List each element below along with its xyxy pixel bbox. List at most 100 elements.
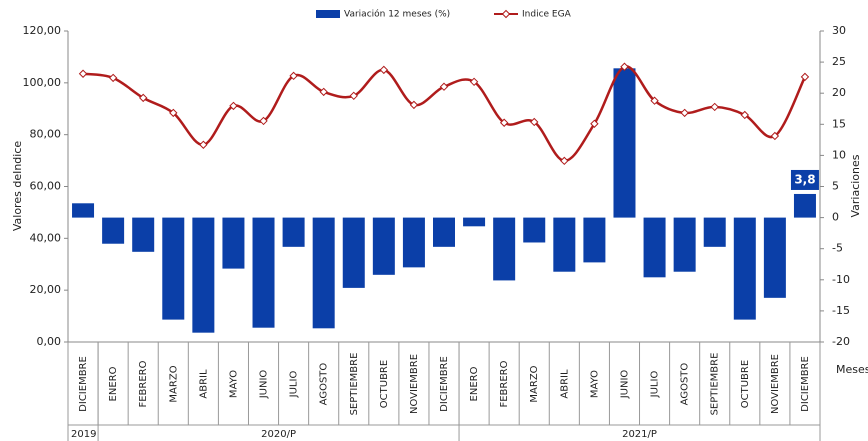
- bar: [643, 217, 666, 278]
- bar: [72, 203, 95, 218]
- x-axis-label: Meses: [836, 363, 868, 376]
- x-tick-label: OCTUBRE: [379, 360, 390, 408]
- x-tick-label: JUNIO: [619, 370, 630, 400]
- y2-tick-label: 30: [832, 24, 846, 37]
- line-marker: [590, 119, 599, 128]
- y2-tick-label: -15: [832, 304, 850, 317]
- y2-tick-label: 10: [832, 148, 846, 161]
- bar: [312, 217, 335, 329]
- bar: [763, 217, 786, 298]
- bar: [433, 217, 455, 247]
- bar: [583, 217, 606, 263]
- bar: [132, 217, 155, 252]
- line-marker: [740, 110, 750, 120]
- legend-label: Indice EGA: [522, 10, 572, 20]
- line-marker: [108, 73, 118, 83]
- y-tick-label: 20,00: [30, 283, 62, 296]
- x-tick-label: SEPTIEMBRE: [349, 353, 360, 416]
- x-tick-label: JULIO: [289, 371, 300, 399]
- line-marker: [800, 72, 810, 82]
- y2-axis-label: Variaciones: [849, 154, 862, 217]
- legend-label: Variación 12 meses (%): [344, 9, 450, 20]
- bar: [733, 217, 756, 320]
- x-tick-label: OCTUBRE: [740, 360, 751, 408]
- y-tick-label: 40,00: [30, 231, 62, 244]
- bar: [252, 217, 275, 328]
- line-marker: [469, 77, 479, 87]
- x-tick-label: ENERO: [469, 366, 480, 401]
- bar: [372, 217, 395, 275]
- line-marker: [169, 108, 178, 118]
- bar: [523, 217, 546, 243]
- x-tick-label: NOVIEMBRE: [409, 354, 420, 414]
- bar: [282, 217, 305, 247]
- bar: [793, 193, 816, 218]
- x-tick-label: MAYO: [228, 370, 239, 398]
- y2-tick-label: -20: [832, 335, 850, 348]
- line-marker: [138, 93, 148, 103]
- line-marker: [680, 108, 689, 118]
- bar: [613, 68, 636, 218]
- y2-tick-label: 15: [832, 117, 846, 130]
- line-marker: [650, 96, 659, 105]
- line-marker: [349, 91, 358, 100]
- line-marker: [560, 156, 569, 166]
- group-label: 2020/P: [261, 429, 296, 440]
- data-label-box: [790, 169, 819, 190]
- line-marker: [770, 131, 780, 141]
- x-tick-label: DICIEMBRE: [78, 356, 89, 412]
- line-marker: [289, 71, 298, 81]
- x-tick-label: SEPTIEMBRE: [710, 353, 721, 416]
- y2-tick-label: 20: [832, 86, 846, 99]
- bar: [222, 217, 245, 269]
- y2-tick-label: 0: [832, 211, 839, 224]
- line-marker: [199, 140, 208, 149]
- line-marker: [229, 101, 238, 111]
- line-marker: [499, 118, 509, 127]
- y2-tick-label: -10: [832, 273, 850, 286]
- y2-tick-label: 25: [832, 55, 846, 68]
- bar: [162, 217, 185, 320]
- group-label: 2019: [71, 429, 96, 440]
- line-marker: [319, 87, 328, 97]
- line-marker: [409, 100, 419, 110]
- line-marker: [78, 69, 88, 78]
- line-marker: [530, 117, 539, 127]
- y-tick-label: 60,00: [30, 180, 62, 193]
- x-tick-label: MARZO: [168, 365, 179, 402]
- y-tick-label: 80,00: [30, 128, 62, 141]
- bar: [463, 217, 486, 227]
- x-tick-label: NOVIEMBRE: [770, 354, 781, 414]
- line: [82, 65, 807, 163]
- bar: [342, 217, 365, 288]
- x-tick-label: MAYO: [589, 370, 600, 398]
- legend-marker: [501, 9, 511, 19]
- x-tick-label: FEBRERO: [499, 360, 510, 407]
- x-tick-label: ABRIL: [559, 369, 570, 399]
- y2-tick-label: 5: [832, 180, 839, 193]
- bar: [102, 217, 125, 244]
- line-marker: [710, 102, 719, 112]
- bar: [703, 217, 726, 247]
- x-tick-label: DICIEMBRE: [800, 356, 811, 412]
- x-tick-label: ABRIL: [198, 369, 209, 399]
- x-tick-label: JUNIO: [259, 370, 270, 400]
- x-tick-label: ENERO: [108, 366, 119, 401]
- group-label: 2021/P: [622, 429, 657, 440]
- bar: [493, 217, 516, 281]
- line-marker: [620, 62, 629, 71]
- x-tick-label: AGOSTO: [680, 363, 691, 406]
- x-tick-label: MARZO: [529, 365, 540, 402]
- y-tick-label: 100,00: [23, 76, 62, 89]
- y2-tick-label: -5: [832, 242, 843, 255]
- line-marker: [259, 116, 268, 126]
- line-marker: [379, 65, 389, 75]
- bar: [673, 217, 696, 272]
- line-marker: [439, 82, 449, 91]
- bar: [402, 217, 425, 268]
- x-tick-label: FEBRERO: [138, 360, 149, 407]
- data-label: 3,8: [794, 172, 815, 186]
- x-tick-label: DICIEMBRE: [439, 356, 450, 412]
- legend-swatch: [316, 10, 340, 18]
